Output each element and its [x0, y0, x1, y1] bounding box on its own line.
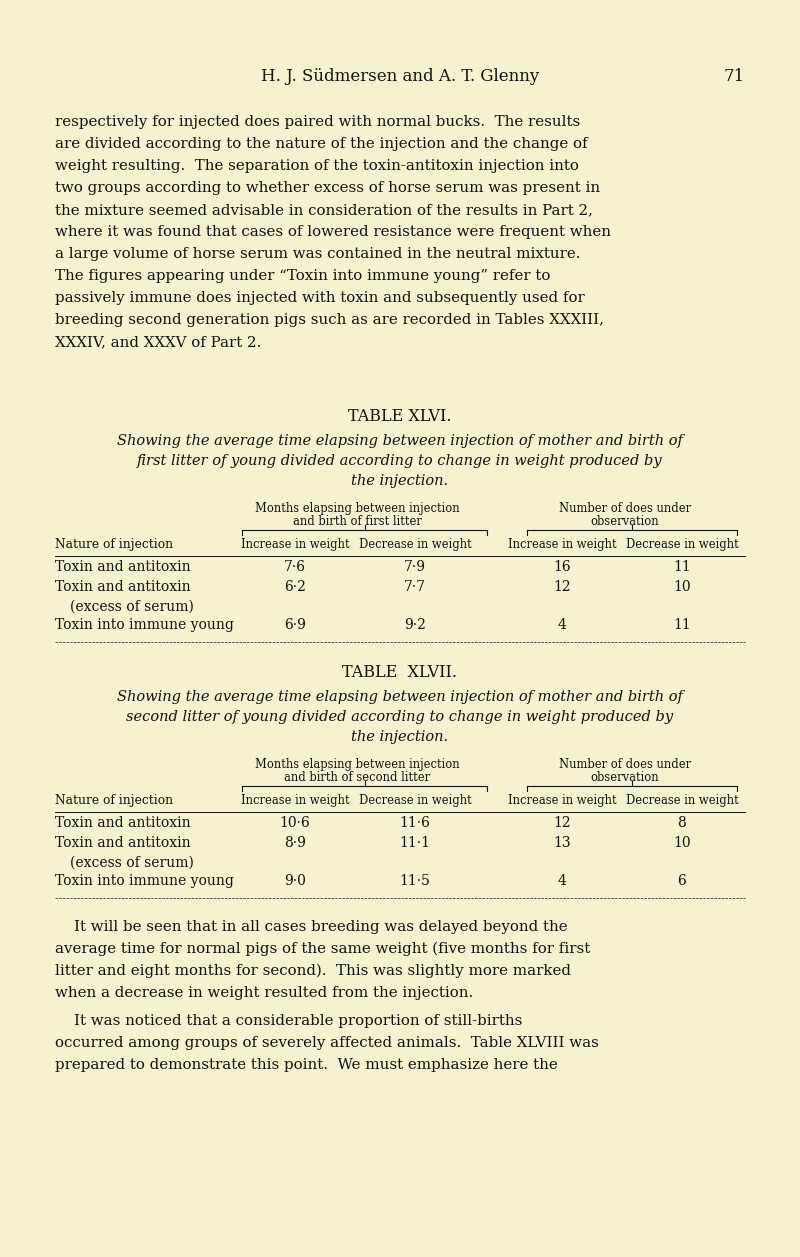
Text: second litter of young divided according to change in weight produced by: second litter of young divided according…: [126, 710, 674, 724]
Text: Months elapsing between injection: Months elapsing between injection: [254, 758, 459, 771]
Text: average time for normal pigs of the same weight (five months for first: average time for normal pigs of the same…: [55, 941, 590, 957]
Text: passively immune does injected with toxin and subsequently used for: passively immune does injected with toxi…: [55, 292, 585, 305]
Text: occurred among groups of severely affected animals.  Table XLVIII was: occurred among groups of severely affect…: [55, 1036, 599, 1050]
Text: 71: 71: [724, 68, 745, 85]
Text: Toxin and antitoxin: Toxin and antitoxin: [55, 836, 190, 850]
Text: Decrease in weight: Decrease in weight: [626, 794, 738, 807]
Text: Toxin into immune young: Toxin into immune young: [55, 874, 234, 887]
Text: TABLE XLVI.: TABLE XLVI.: [348, 409, 452, 425]
Text: It was noticed that a considerable proportion of still-births: It was noticed that a considerable propo…: [55, 1014, 522, 1028]
Text: The figures appearing under “Toxin into immune young” refer to: The figures appearing under “Toxin into …: [55, 269, 550, 283]
Text: Toxin and antitoxin: Toxin and antitoxin: [55, 579, 190, 595]
Text: Months elapsing between injection: Months elapsing between injection: [254, 502, 459, 515]
Text: Showing the average time elapsing between injection of mother and birth of: Showing the average time elapsing betwee…: [117, 434, 683, 447]
Text: 6: 6: [678, 874, 686, 887]
Text: 10·6: 10·6: [280, 816, 310, 830]
Text: 13: 13: [553, 836, 571, 850]
Text: 6·9: 6·9: [284, 618, 306, 632]
Text: respectively for injected does paired with normal bucks.  The results: respectively for injected does paired wi…: [55, 114, 580, 129]
Text: (excess of serum): (excess of serum): [70, 600, 194, 613]
Text: 10: 10: [673, 579, 691, 595]
Text: Nature of injection: Nature of injection: [55, 794, 173, 807]
Text: Decrease in weight: Decrease in weight: [358, 794, 471, 807]
Text: 11·1: 11·1: [399, 836, 430, 850]
Text: a large volume of horse serum was contained in the neutral mixture.: a large volume of horse serum was contai…: [55, 246, 581, 261]
Text: and birth of first litter: and birth of first litter: [293, 515, 422, 528]
Text: 12: 12: [553, 579, 571, 595]
Text: 6·2: 6·2: [284, 579, 306, 595]
Text: are divided according to the nature of the injection and the change of: are divided according to the nature of t…: [55, 137, 588, 151]
Text: Decrease in weight: Decrease in weight: [358, 538, 471, 551]
Text: Decrease in weight: Decrease in weight: [626, 538, 738, 551]
Text: Showing the average time elapsing between injection of mother and birth of: Showing the average time elapsing betwee…: [117, 690, 683, 704]
Text: 4: 4: [558, 618, 566, 632]
Text: breeding second generation pigs such as are recorded in Tables XXXIII,: breeding second generation pigs such as …: [55, 313, 604, 327]
Text: observation: observation: [590, 515, 659, 528]
Text: 16: 16: [553, 561, 571, 574]
Text: TABLE  XLVII.: TABLE XLVII.: [342, 664, 458, 681]
Text: weight resulting.  The separation of the toxin-antitoxin injection into: weight resulting. The separation of the …: [55, 158, 579, 173]
Text: Increase in weight: Increase in weight: [241, 538, 350, 551]
Text: 12: 12: [553, 816, 571, 830]
Text: 11·5: 11·5: [399, 874, 430, 887]
Text: 9·0: 9·0: [284, 874, 306, 887]
Text: the injection.: the injection.: [351, 474, 449, 488]
Text: 4: 4: [558, 874, 566, 887]
Text: first litter of young divided according to change in weight produced by: first litter of young divided according …: [137, 454, 663, 468]
Text: (excess of serum): (excess of serum): [70, 856, 194, 870]
Text: litter and eight months for second).  This was slightly more marked: litter and eight months for second). Thi…: [55, 964, 571, 978]
Text: observation: observation: [590, 771, 659, 784]
Text: 11: 11: [673, 561, 691, 574]
Text: Nature of injection: Nature of injection: [55, 538, 173, 551]
Text: 7·7: 7·7: [404, 579, 426, 595]
Text: Increase in weight: Increase in weight: [241, 794, 350, 807]
Text: 11·6: 11·6: [399, 816, 430, 830]
Text: It will be seen that in all cases breeding was delayed beyond the: It will be seen that in all cases breedi…: [55, 920, 568, 934]
Text: 10: 10: [673, 836, 691, 850]
Text: 8: 8: [678, 816, 686, 830]
Text: XXXIV, and XXXV of Part 2.: XXXIV, and XXXV of Part 2.: [55, 336, 262, 349]
Text: where it was found that cases of lowered resistance were frequent when: where it was found that cases of lowered…: [55, 225, 611, 239]
Text: prepared to demonstrate this point.  We must emphasize here the: prepared to demonstrate this point. We m…: [55, 1058, 558, 1072]
Text: the injection.: the injection.: [351, 730, 449, 744]
Text: 11: 11: [673, 618, 691, 632]
Text: 7·9: 7·9: [404, 561, 426, 574]
Text: 7·6: 7·6: [284, 561, 306, 574]
Text: 9·2: 9·2: [404, 618, 426, 632]
Text: Toxin and antitoxin: Toxin and antitoxin: [55, 561, 190, 574]
Text: Increase in weight: Increase in weight: [508, 794, 616, 807]
Text: the mixture seemed advisable in consideration of the results in Part 2,: the mixture seemed advisable in consider…: [55, 202, 593, 217]
Text: when a decrease in weight resulted from the injection.: when a decrease in weight resulted from …: [55, 985, 474, 1001]
Text: Number of does under: Number of does under: [559, 758, 691, 771]
Text: two groups according to whether excess of horse serum was present in: two groups according to whether excess o…: [55, 181, 600, 195]
Text: and birth of second litter: and birth of second litter: [284, 771, 430, 784]
Text: Toxin into immune young: Toxin into immune young: [55, 618, 234, 632]
Text: 8·9: 8·9: [284, 836, 306, 850]
Text: Increase in weight: Increase in weight: [508, 538, 616, 551]
Text: Number of does under: Number of does under: [559, 502, 691, 515]
Text: Toxin and antitoxin: Toxin and antitoxin: [55, 816, 190, 830]
Text: H. J. Südmersen and A. T. Glenny: H. J. Südmersen and A. T. Glenny: [261, 68, 539, 85]
